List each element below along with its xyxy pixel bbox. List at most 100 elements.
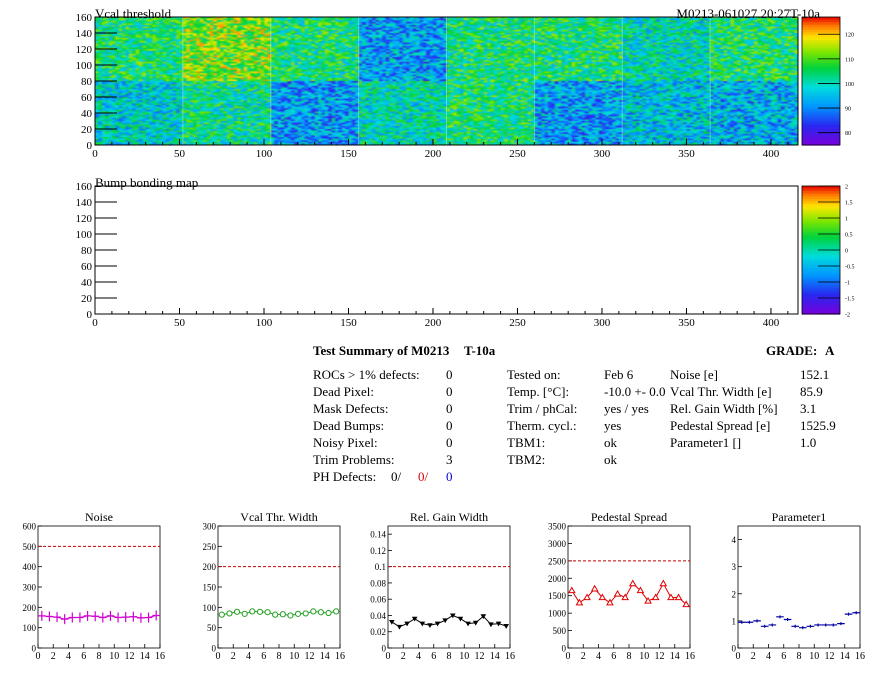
- colorbar-segment: [802, 55, 840, 59]
- colorbar-segment: [802, 73, 840, 77]
- data-point: [806, 624, 815, 628]
- y-tick-label: 1500: [548, 591, 567, 601]
- colorbar-frame: [801, 16, 841, 146]
- colorbar-segment: [802, 293, 840, 297]
- colorbar-segment: [802, 211, 840, 215]
- x-tick-label: 100: [256, 317, 273, 329]
- x-tick-label: 300: [594, 317, 611, 329]
- x-tick-label: 400: [763, 148, 780, 160]
- data-point: [628, 579, 637, 587]
- y-tick-label: 100: [76, 60, 93, 72]
- data-point: [814, 623, 822, 627]
- y-tick-label: 0: [32, 644, 37, 654]
- colorbar-segment: [802, 285, 840, 289]
- colorbar-segment: [802, 270, 840, 274]
- x-tick-label: 12: [825, 651, 835, 662]
- colorbar-segment: [802, 196, 840, 200]
- series-line: [571, 582, 687, 605]
- colorbar-segment: [802, 219, 840, 223]
- y-tick-label: 100: [203, 603, 217, 613]
- x-tick-label: 10: [289, 651, 299, 662]
- heatmap-cells: [95, 17, 798, 145]
- x-tick-label: 0: [216, 651, 221, 662]
- colorbar-segment: [802, 134, 840, 138]
- x-tick-label: 250: [509, 148, 526, 160]
- data-point: [480, 614, 487, 620]
- x-tick-label: 8: [627, 651, 632, 662]
- data-point: [317, 609, 325, 616]
- data-point: [606, 598, 614, 606]
- colorbar-segment: [802, 17, 840, 21]
- colorbar-segment: [802, 273, 840, 277]
- data-point: [829, 623, 838, 627]
- series-line: [41, 614, 157, 620]
- data-point: [621, 593, 630, 601]
- colorbar-segment: [802, 186, 840, 190]
- y-tick-label: 120: [76, 44, 93, 56]
- colorbar-tick-label: -0.5: [845, 265, 855, 271]
- y-tick-label: 0: [87, 309, 93, 321]
- data-point: [799, 626, 807, 630]
- data-point: [791, 624, 799, 628]
- colorbar-segment: [802, 98, 840, 103]
- y-tick-label: 300: [23, 583, 37, 593]
- data-point: [287, 612, 294, 619]
- data-point: [844, 612, 853, 616]
- colorbar-segment: [802, 121, 840, 126]
- series-line: [221, 610, 337, 616]
- colorbar-segment: [802, 209, 840, 213]
- data-point: [249, 608, 256, 615]
- y-tick-label: 500: [553, 626, 567, 636]
- x-tick-label: 6: [261, 651, 266, 662]
- data-point: [783, 618, 792, 622]
- data-point: [503, 624, 509, 629]
- colorbar-segment: [802, 278, 840, 282]
- data-point: [333, 608, 340, 615]
- data-point: [294, 610, 302, 617]
- colorbar-segment: [802, 198, 840, 202]
- y-tick-label: 2000: [548, 574, 567, 584]
- vcal-threshold-map: 0 50 100 150 200 250 300 350 400 0 20 40 60 80 100 120 1…: [76, 12, 855, 160]
- plot-frame: [217, 525, 341, 649]
- y-tick-label: 3000: [548, 539, 567, 549]
- colorbar-segment: [802, 193, 840, 197]
- data-point: [226, 610, 233, 617]
- data-point: [68, 612, 77, 623]
- plot-frame: [37, 525, 161, 649]
- x-tick-label: 2: [401, 651, 406, 662]
- colorbar-segment: [802, 244, 840, 249]
- colorbar-segment: [802, 29, 840, 33]
- colorbar-segment: [802, 306, 840, 310]
- colorbar-segment: [802, 252, 840, 256]
- data-point: [325, 609, 332, 617]
- colorbar-segment: [802, 206, 840, 210]
- plot-frame: [387, 525, 511, 649]
- x-tick-label: 14: [320, 651, 330, 662]
- data-point: [472, 620, 479, 626]
- colorbar-segment: [802, 109, 840, 113]
- colorbar-segment: [802, 37, 840, 41]
- plot-title: Pedestal Spread: [591, 510, 667, 524]
- data-point: [152, 610, 160, 621]
- colorbar-tick-label: 110: [845, 57, 854, 63]
- plot-title: Parameter1: [772, 510, 827, 524]
- colorbar-segment: [802, 303, 840, 307]
- colorbar-segment: [802, 124, 840, 128]
- x-tick-label: 0: [92, 148, 98, 160]
- y-tick-label: 140: [76, 197, 93, 209]
- x-tick-label: 12: [305, 651, 315, 662]
- data-point: [218, 611, 225, 618]
- colorbar-tick-label: 100: [845, 82, 854, 88]
- colorbar-segment: [802, 247, 840, 251]
- y-tick-label: 0.14: [370, 530, 386, 540]
- colorbar-segment: [802, 42, 840, 46]
- plot-title: Rel. Gain Width: [410, 510, 488, 524]
- x-tick-label: 200: [425, 148, 442, 160]
- y-tick-label: 0: [562, 644, 567, 654]
- colorbar-segment: [802, 132, 840, 136]
- x-tick-label: 16: [505, 651, 515, 662]
- plot-title: Vcal Thr. Width: [240, 510, 317, 524]
- x-tick-label: 14: [140, 651, 150, 662]
